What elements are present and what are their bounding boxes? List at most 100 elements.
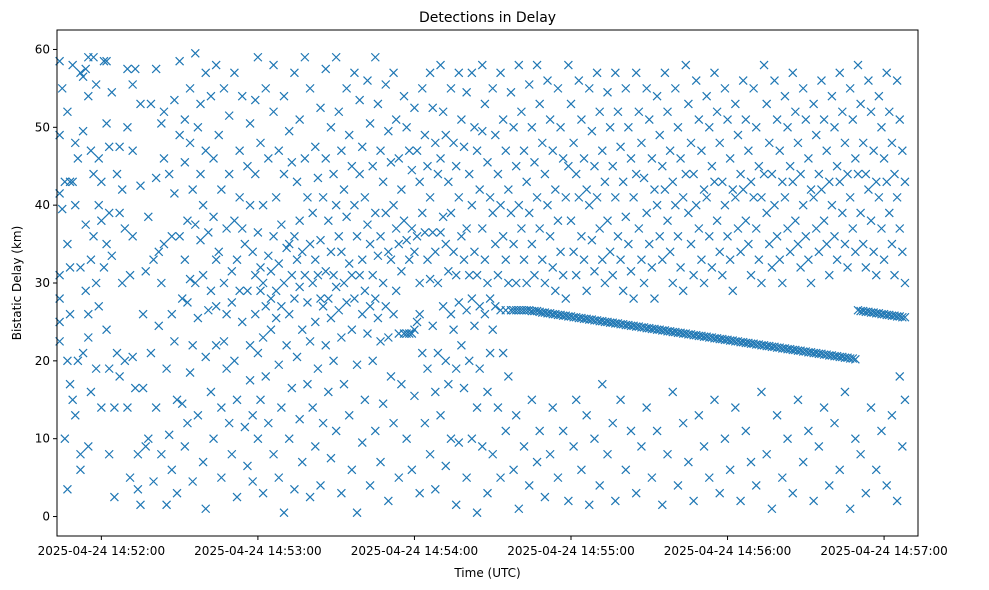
detection-point: [430, 247, 440, 257]
detection-point: [287, 270, 297, 280]
detection-point: [449, 247, 459, 257]
y-axis: 0 10 20 30 40 50 60: [35, 42, 57, 524]
detection-point: [284, 434, 294, 444]
detection-point: [310, 255, 320, 265]
scatter-points: [55, 48, 910, 518]
detection-point: [822, 146, 832, 156]
detection-point: [725, 154, 735, 163]
detection-point: [608, 418, 618, 428]
detection-point: [556, 122, 565, 132]
detection-point: [571, 395, 581, 405]
detection-point: [159, 107, 169, 117]
detection-point: [151, 173, 161, 183]
detection-point: [271, 313, 281, 323]
detection-point: [720, 434, 730, 444]
detection-point: [91, 278, 101, 288]
detection-point: [243, 461, 252, 471]
detection-point: [438, 107, 448, 117]
detection-point: [793, 138, 803, 148]
detection-point: [425, 449, 435, 459]
detection-point: [438, 301, 448, 311]
detection-point: [676, 154, 685, 163]
detection-point: [582, 185, 592, 195]
detection-point: [736, 496, 746, 506]
detection-point: [509, 122, 519, 132]
detection-point: [793, 395, 803, 405]
detection-point: [83, 442, 93, 451]
detection-point: [394, 239, 404, 249]
detection-point: [869, 146, 879, 156]
detection-point: [279, 278, 289, 288]
detection-point: [790, 216, 800, 226]
detection-point: [595, 480, 605, 490]
detection-point: [383, 126, 393, 136]
detection-point: [647, 473, 657, 483]
detection-point: [350, 68, 359, 78]
detection-point: [537, 255, 547, 265]
detection-point: [198, 457, 208, 467]
detection-point: [441, 239, 451, 249]
detection-point: [462, 87, 472, 97]
detection-point: [663, 107, 672, 117]
detection-point: [853, 60, 863, 70]
detection-point: [258, 200, 268, 210]
detection-point: [253, 434, 263, 444]
detection-point: [689, 169, 699, 179]
detection-point: [232, 395, 242, 405]
detection-point: [222, 309, 232, 319]
detection-point: [318, 301, 328, 311]
detection-point: [175, 130, 185, 140]
detection-point: [86, 255, 96, 265]
detection-point: [519, 146, 529, 156]
detection-point: [227, 266, 237, 276]
detection-point: [120, 356, 130, 366]
detection-point: [845, 504, 855, 514]
detection-point: [584, 500, 594, 510]
detection-point: [832, 161, 842, 171]
detection-point: [751, 480, 761, 490]
detection-point: [772, 410, 782, 420]
detection-point: [597, 255, 607, 265]
y-tick-label: 50: [35, 120, 50, 134]
detection-point: [459, 383, 469, 393]
detection-point: [639, 278, 649, 288]
detection-point: [493, 403, 503, 412]
detection-point: [441, 356, 451, 366]
detection-point: [313, 364, 323, 374]
detection-point: [229, 68, 239, 78]
detection-point: [188, 185, 198, 195]
detection-point: [540, 492, 550, 502]
detection-point: [527, 122, 537, 132]
detection-point: [574, 76, 584, 86]
detection-point: [63, 356, 72, 366]
detection-point: [91, 364, 101, 374]
detection-point: [323, 294, 333, 303]
detection-point: [169, 336, 179, 346]
detection-point: [511, 161, 521, 171]
detection-point: [245, 340, 255, 350]
detection-point: [436, 410, 445, 420]
detection-point: [237, 317, 247, 327]
detection-point: [428, 321, 438, 331]
detection-point: [99, 56, 109, 66]
detection-point: [503, 278, 513, 288]
detection-point: [777, 278, 787, 288]
detection-point: [261, 371, 271, 381]
detection-point: [694, 224, 704, 233]
detection-point: [652, 91, 662, 101]
detection-point: [68, 395, 78, 405]
detection-point: [704, 231, 714, 241]
detection-point: [78, 348, 88, 358]
detection-point: [297, 247, 307, 257]
detection-point: [274, 473, 284, 483]
detection-point: [365, 118, 375, 128]
detection-point: [123, 122, 132, 132]
detection-point: [835, 177, 845, 187]
detection-point: [451, 270, 461, 280]
detection-point: [449, 138, 459, 148]
detection-point: [720, 200, 730, 210]
detection-point: [884, 107, 894, 117]
detection-point: [198, 200, 208, 210]
detection-point: [775, 255, 785, 265]
